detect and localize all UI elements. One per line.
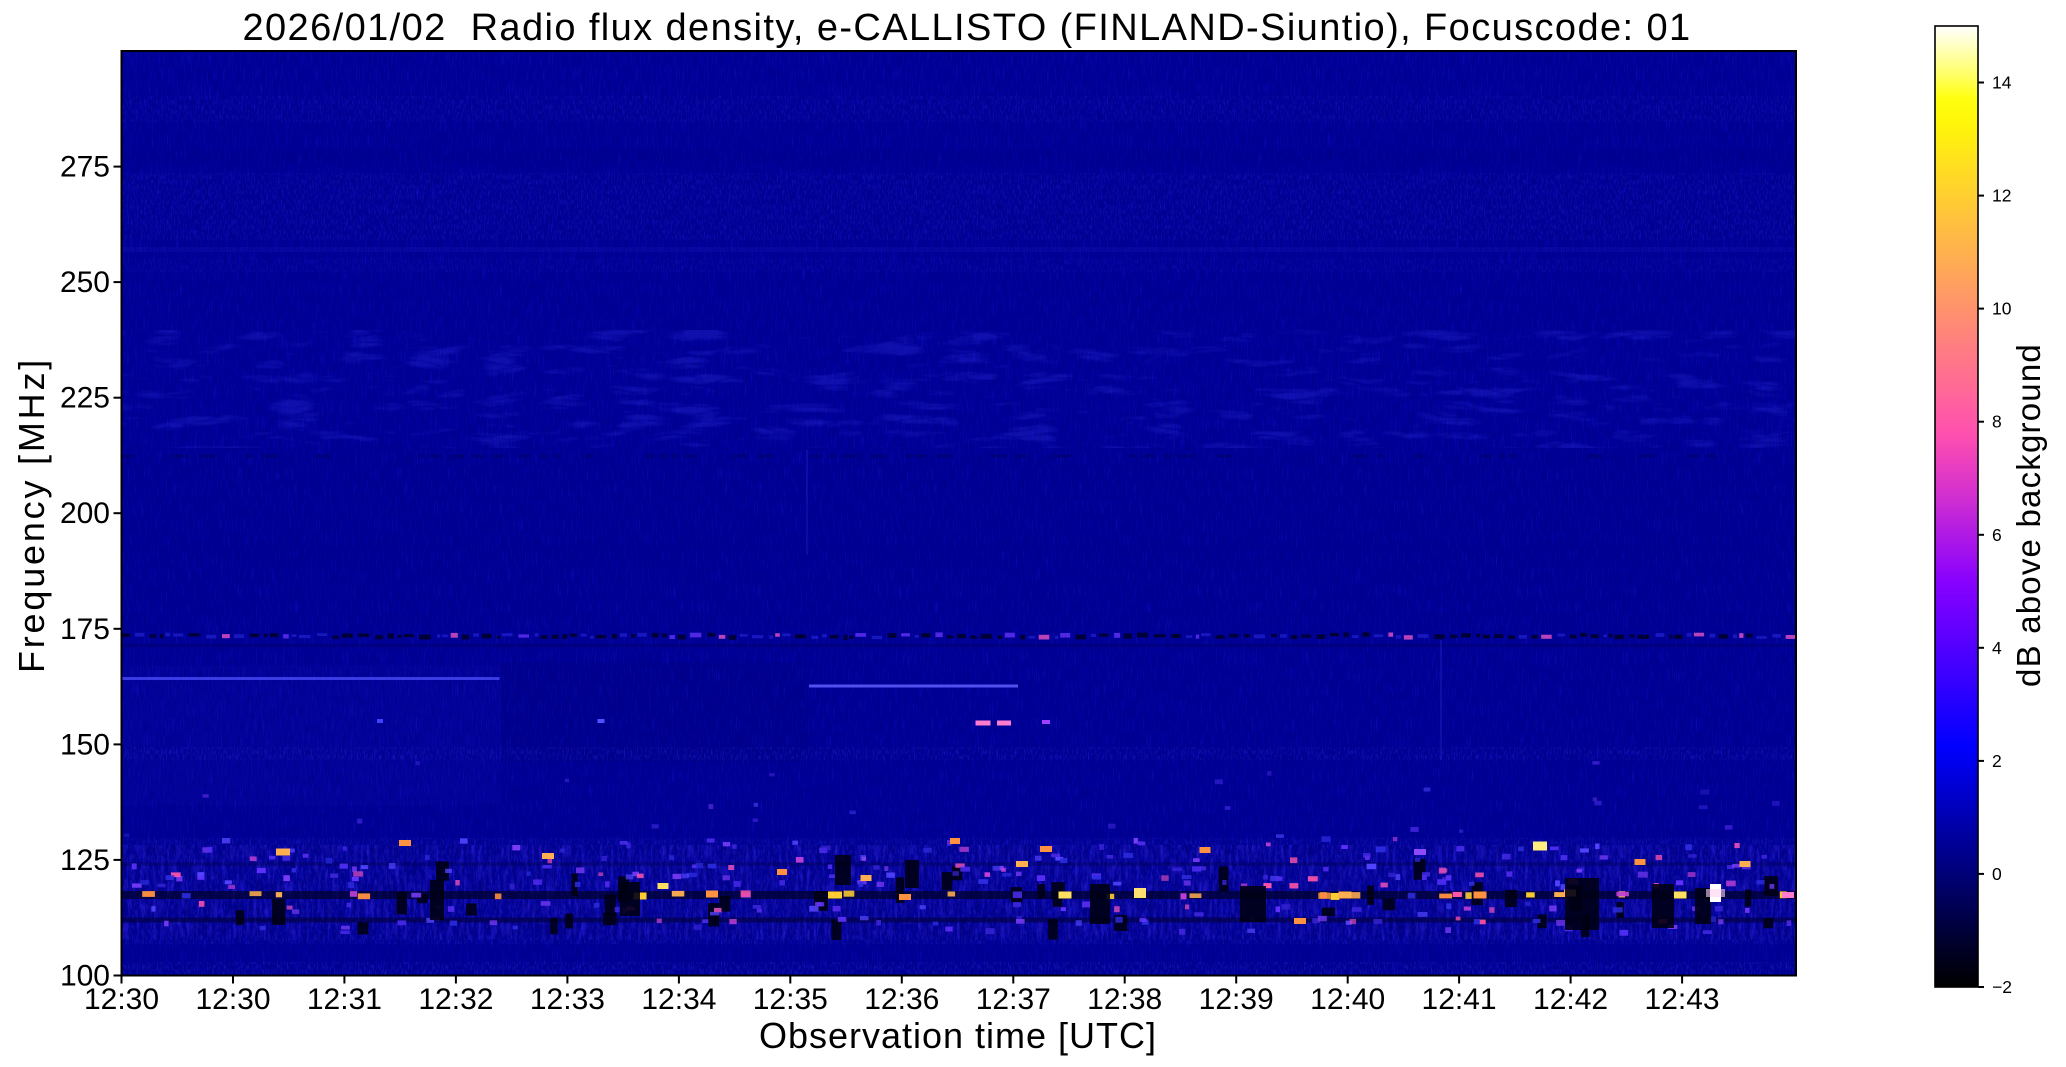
svg-text:12:38: 12:38 — [1087, 983, 1162, 1016]
svg-text:12:35: 12:35 — [753, 983, 828, 1016]
svg-text:10: 10 — [1992, 299, 2012, 319]
svg-text:0: 0 — [1992, 864, 2002, 884]
svg-text:Observation time [UTC]: Observation time [UTC] — [759, 1015, 1157, 1056]
svg-text:200: 200 — [60, 497, 110, 530]
svg-text:175: 175 — [60, 613, 110, 646]
svg-text:12:30: 12:30 — [84, 983, 159, 1016]
svg-text:12:34: 12:34 — [641, 983, 716, 1016]
svg-text:12:32: 12:32 — [418, 983, 493, 1016]
svg-text:12:33: 12:33 — [530, 983, 605, 1016]
svg-text:Frequency [MHz]: Frequency [MHz] — [11, 357, 52, 673]
svg-text:275: 275 — [60, 151, 110, 184]
svg-text:12:37: 12:37 — [976, 983, 1051, 1016]
svg-text:6: 6 — [1992, 525, 2002, 545]
svg-text:12:41: 12:41 — [1422, 983, 1497, 1016]
svg-text:12:42: 12:42 — [1533, 983, 1608, 1016]
svg-text:12:31: 12:31 — [307, 983, 382, 1016]
svg-text:dB above background: dB above background — [2010, 343, 2047, 687]
svg-text:12:30: 12:30 — [195, 983, 270, 1016]
svg-text:12: 12 — [1992, 186, 2011, 206]
svg-text:2: 2 — [1992, 751, 2002, 771]
svg-text:8: 8 — [1992, 412, 2002, 432]
svg-text:4: 4 — [1992, 638, 2002, 658]
svg-text:225: 225 — [60, 382, 110, 415]
svg-text:12:40: 12:40 — [1310, 983, 1385, 1016]
svg-text:250: 250 — [60, 266, 110, 299]
svg-text:12:43: 12:43 — [1645, 983, 1720, 1016]
svg-text:12:36: 12:36 — [864, 983, 939, 1016]
svg-text:2026/01/02 Radio flux density: 2026/01/02 Radio flux density, e-CALLIST… — [242, 7, 1691, 49]
svg-text:14: 14 — [1992, 73, 2012, 93]
svg-text:150: 150 — [60, 728, 110, 761]
svg-text:−2: −2 — [1992, 977, 2012, 997]
svg-text:100: 100 — [60, 960, 110, 993]
svg-text:12:39: 12:39 — [1199, 983, 1274, 1016]
svg-text:125: 125 — [60, 844, 110, 877]
